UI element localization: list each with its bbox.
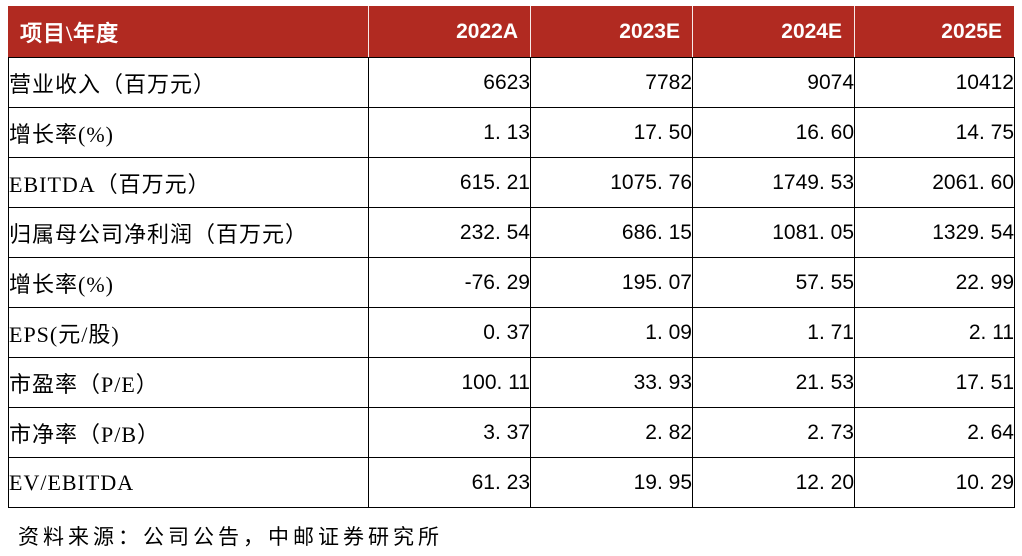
table-row: 营业收入（百万元） 6623 7782 9074 10412 xyxy=(8,57,1015,108)
header-project-year: 项目\年度 xyxy=(20,20,120,46)
cell-value: 2. 73 xyxy=(692,407,855,458)
cell-value: 7782 xyxy=(530,57,693,108)
cell-value: 1. 71 xyxy=(692,307,855,358)
cell-value: 61. 23 xyxy=(368,457,531,508)
row-label: 市净率（P/B） xyxy=(8,407,369,458)
table-body: 营业收入（百万元） 6623 7782 9074 10412 增长率(%) 1. 13 17.… xyxy=(8,57,1015,508)
cell-value: 1329. 54 xyxy=(854,207,1015,258)
cell-value: 615. 21 xyxy=(368,157,531,208)
cell-value: 1075. 76 xyxy=(530,157,693,208)
row-label: 增长率(%) xyxy=(8,257,369,308)
cell-value: 1749. 53 xyxy=(692,157,855,208)
cell-value: 10412 xyxy=(854,57,1015,108)
table-row: EV/EBITDA 61. 23 19. 95 12. 20 10. 29 xyxy=(8,457,1015,508)
cell-value: 6623 xyxy=(368,57,531,108)
cell-value: 2061. 60 xyxy=(854,157,1015,208)
table-row: EBITDA（百万元） 615. 21 1075. 76 1749. 53 2061. … xyxy=(8,157,1015,208)
cell-value: 2. 64 xyxy=(854,407,1015,458)
table-row: 市盈率（P/E） 100. 11 33. 93 21. 53 17. 51 xyxy=(8,357,1015,408)
row-label: EPS(元/股) xyxy=(8,307,369,358)
row-label: EV/EBITDA xyxy=(8,457,369,508)
financial-table: 营业收入（百万元） 6623 7782 9074 10412 增长率(%) 1. 13 17.… xyxy=(8,57,1015,508)
cell-value: 33. 93 xyxy=(530,357,693,408)
cell-value: 19. 95 xyxy=(530,457,693,508)
cell-value: 1081. 05 xyxy=(692,207,855,258)
row-label: 营业收入（百万元） xyxy=(8,57,369,108)
cell-value: 22. 99 xyxy=(854,257,1015,308)
cell-value: 10. 29 xyxy=(854,457,1015,508)
cell-value: 195. 07 xyxy=(530,257,693,308)
table-header-row: 项目\年度 2022A 2023E 2024E 2025E xyxy=(8,6,1014,57)
table-row: 增长率(%) 1. 13 17. 50 16. 60 14. 75 xyxy=(8,107,1015,158)
cell-value: 2. 11 xyxy=(854,307,1015,358)
table-row: EPS(元/股) 0. 37 1. 09 1. 71 2. 11 xyxy=(8,307,1015,358)
table-row: 市净率（P/B） 3. 37 2. 82 2. 73 2. 64 xyxy=(8,407,1015,458)
row-label: 市盈率（P/E） xyxy=(8,357,369,408)
cell-value: 14. 75 xyxy=(854,107,1015,158)
header-year: 2023E xyxy=(530,6,692,57)
cell-value: 1. 09 xyxy=(530,307,693,358)
cell-value: 3. 37 xyxy=(368,407,531,458)
cell-value: 2. 82 xyxy=(530,407,693,458)
cell-value: 100. 11 xyxy=(368,357,531,408)
row-label: 增长率(%) xyxy=(8,107,369,158)
cell-value: 21. 53 xyxy=(692,357,855,408)
cell-value: -76. 29 xyxy=(368,257,531,308)
cell-value: 232. 54 xyxy=(368,207,531,258)
cell-value: 57. 55 xyxy=(692,257,855,308)
cell-value: 1. 13 xyxy=(368,107,531,158)
cell-value: 16. 60 xyxy=(692,107,855,158)
cell-value: 17. 51 xyxy=(854,357,1015,408)
table-row: 增长率(%) -76. 29 195. 07 57. 55 22. 99 xyxy=(8,257,1015,308)
cell-value: 9074 xyxy=(692,57,855,108)
source-note: 资料来源：公司公告，中邮证券研究所 xyxy=(18,525,443,549)
cell-value: 0. 37 xyxy=(368,307,531,358)
cell-value: 686. 15 xyxy=(530,207,693,258)
header-year: 2025E xyxy=(854,6,1014,57)
row-label: EBITDA（百万元） xyxy=(8,157,369,208)
header-year: 2022A xyxy=(368,6,530,57)
header-year: 2024E xyxy=(692,6,854,57)
cell-value: 12. 20 xyxy=(692,457,855,508)
row-label: 归属母公司净利润（百万元） xyxy=(8,207,369,258)
cell-value: 17. 50 xyxy=(530,107,693,158)
table-row: 归属母公司净利润（百万元） 232. 54 686. 15 1081. 05 1329.… xyxy=(8,207,1015,258)
